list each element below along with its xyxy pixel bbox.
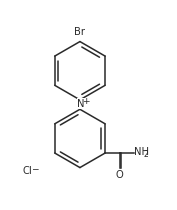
Text: NH: NH xyxy=(134,147,149,158)
Text: +: + xyxy=(82,97,89,106)
Text: O: O xyxy=(116,171,124,180)
Text: −: − xyxy=(31,164,39,173)
Text: 2: 2 xyxy=(144,150,149,159)
Text: N: N xyxy=(77,99,85,109)
Text: Cl: Cl xyxy=(22,166,32,176)
Text: Br: Br xyxy=(74,27,85,37)
